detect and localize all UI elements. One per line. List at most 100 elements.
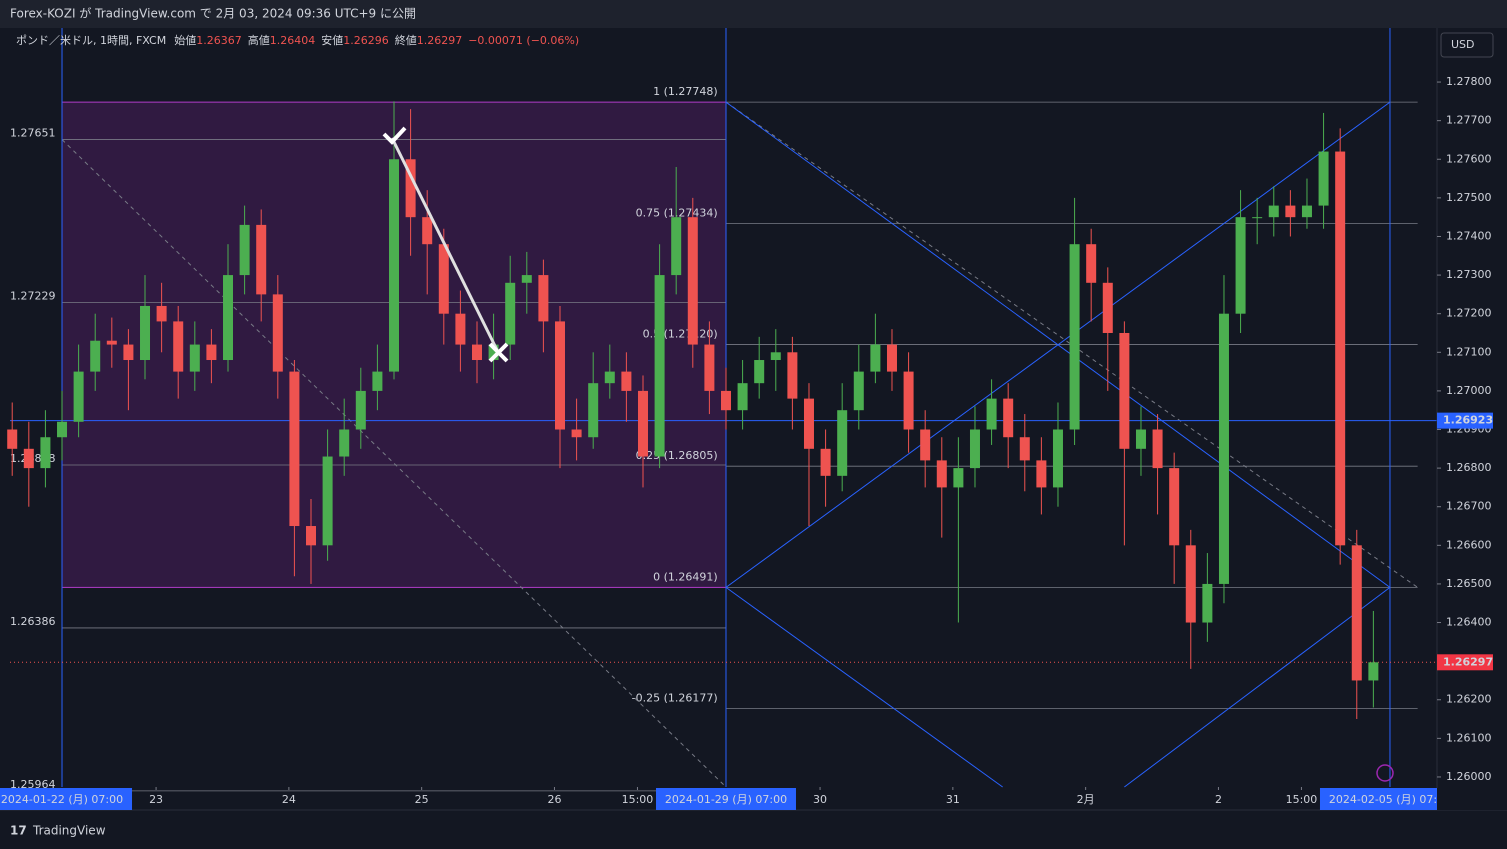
open: 1.26367 bbox=[196, 34, 242, 47]
fib-label: 1 (1.27748) bbox=[653, 85, 718, 98]
logo: 17 TradingView bbox=[10, 824, 106, 838]
price-badge bbox=[1437, 412, 1493, 429]
candle-body bbox=[521, 275, 532, 283]
y-tick-label: 1.27800 bbox=[1446, 75, 1492, 88]
fib-label: -0.25 (1.26177) bbox=[632, 692, 718, 705]
candle-body bbox=[687, 217, 698, 345]
time-highlight bbox=[1319, 788, 1460, 810]
y-tick-label: 1.27100 bbox=[1446, 345, 1492, 358]
time-highlight bbox=[0, 788, 133, 810]
alert-icon[interactable] bbox=[1376, 764, 1394, 782]
candle-body bbox=[1252, 217, 1263, 219]
y-tick-label: 1.27700 bbox=[1446, 114, 1492, 127]
candle-body bbox=[820, 448, 831, 476]
y-tick-label: 1.27000 bbox=[1446, 384, 1492, 397]
prior-fib-label: 1.26386 bbox=[10, 615, 56, 628]
y-tick-label: 1.27400 bbox=[1446, 229, 1492, 242]
y-tick-label: 1.27500 bbox=[1446, 191, 1492, 204]
candle-body bbox=[90, 340, 101, 372]
candle-body bbox=[853, 371, 864, 411]
time-axis: 2024-01-22 (月) 07:00 23 24 25 26 15:00 2024-01… bbox=[0, 787, 1460, 810]
candle-body bbox=[870, 344, 881, 372]
x-tick-label: 26 bbox=[547, 793, 561, 806]
candle-body bbox=[355, 390, 366, 430]
candle-body bbox=[538, 275, 549, 322]
price-axis-labels: 1.27800 1.27700 1.27600 1.27500 1.27400 1.273… bbox=[1437, 75, 1493, 783]
prior-fib-label: 1.27229 bbox=[10, 289, 56, 302]
dashed-diagonal bbox=[61, 139, 727, 788]
candle-body bbox=[1268, 205, 1279, 218]
candle-body bbox=[1185, 545, 1196, 623]
candle-body bbox=[571, 429, 582, 438]
logo-mark: 17 bbox=[10, 824, 27, 838]
candle-body bbox=[720, 390, 731, 411]
candle-body bbox=[173, 321, 184, 372]
candle-body bbox=[969, 429, 980, 469]
candle-body bbox=[1152, 429, 1163, 469]
x-tick-label: 24 bbox=[282, 793, 296, 806]
y-tick-label: 1.26500 bbox=[1446, 577, 1492, 590]
candle-body bbox=[637, 390, 648, 457]
candle-body bbox=[1335, 151, 1346, 546]
x-tick-label: 30 bbox=[813, 793, 827, 806]
x-tick-label: 2 bbox=[1215, 793, 1222, 806]
candle-body bbox=[704, 344, 715, 391]
candle-body bbox=[189, 344, 200, 372]
y-tick-label: 1.26700 bbox=[1446, 500, 1492, 513]
candle-body bbox=[123, 344, 134, 361]
candle-body bbox=[1202, 583, 1213, 623]
candle-body bbox=[23, 448, 34, 469]
close-label: 終値 bbox=[395, 33, 417, 47]
y-tick-label: 1.26400 bbox=[1446, 616, 1492, 629]
candle-body bbox=[471, 344, 482, 361]
candle-body bbox=[389, 159, 400, 372]
candle-body bbox=[903, 371, 914, 430]
time-highlight bbox=[655, 788, 796, 810]
candle-body bbox=[372, 371, 383, 391]
candle-body bbox=[322, 456, 333, 546]
legend: ポンド／米ドル, 1時間, FXCM 始値1.26367 高値1.26404 安値1.… bbox=[16, 33, 579, 47]
axis-corner bbox=[1437, 788, 1507, 810]
candle-body bbox=[588, 383, 599, 438]
candle-body bbox=[936, 460, 947, 488]
candle-body bbox=[7, 429, 18, 449]
symbol: ポンド／米ドル, 1時間, FXCM bbox=[16, 34, 166, 47]
candle-body bbox=[754, 360, 765, 384]
candle-body bbox=[787, 352, 798, 399]
candle-body bbox=[1218, 313, 1229, 584]
candle-body bbox=[156, 305, 167, 322]
candle-body bbox=[239, 224, 250, 276]
candle-body bbox=[405, 159, 416, 218]
trade-line bbox=[390, 137, 500, 353]
candle-body bbox=[1135, 429, 1146, 449]
candle-body bbox=[886, 344, 897, 372]
check-mark bbox=[382, 126, 407, 145]
candle-body bbox=[455, 313, 466, 345]
candle-body bbox=[953, 468, 964, 488]
channel-line bbox=[1124, 587, 1391, 788]
prior-fib-label: 1.25964 bbox=[10, 778, 56, 791]
price-badge-label: 1.26923 bbox=[1443, 414, 1493, 427]
candle-body bbox=[1119, 332, 1130, 449]
candle-body bbox=[289, 371, 300, 527]
candle-body bbox=[73, 371, 84, 422]
candle-body bbox=[256, 224, 267, 295]
x-tick-label: 15:00 bbox=[622, 793, 654, 806]
candle-body bbox=[986, 398, 997, 430]
open-label: 始値 bbox=[174, 33, 196, 47]
high: 1.26404 bbox=[270, 34, 316, 47]
candle-body bbox=[621, 371, 632, 391]
channel-line bbox=[725, 101, 1391, 588]
candle-body bbox=[770, 352, 781, 361]
candle-body bbox=[306, 526, 317, 546]
change: −0.00071 (−0.06%) bbox=[468, 34, 579, 47]
candle-body bbox=[106, 340, 117, 345]
prior-fib-label: 1.27651 bbox=[10, 127, 56, 140]
dashed-diagonal bbox=[725, 101, 1418, 588]
close: 1.26297 bbox=[417, 34, 463, 47]
channel-line bbox=[725, 586, 1003, 788]
candle-body bbox=[505, 282, 516, 345]
currency-button[interactable] bbox=[1440, 32, 1494, 58]
